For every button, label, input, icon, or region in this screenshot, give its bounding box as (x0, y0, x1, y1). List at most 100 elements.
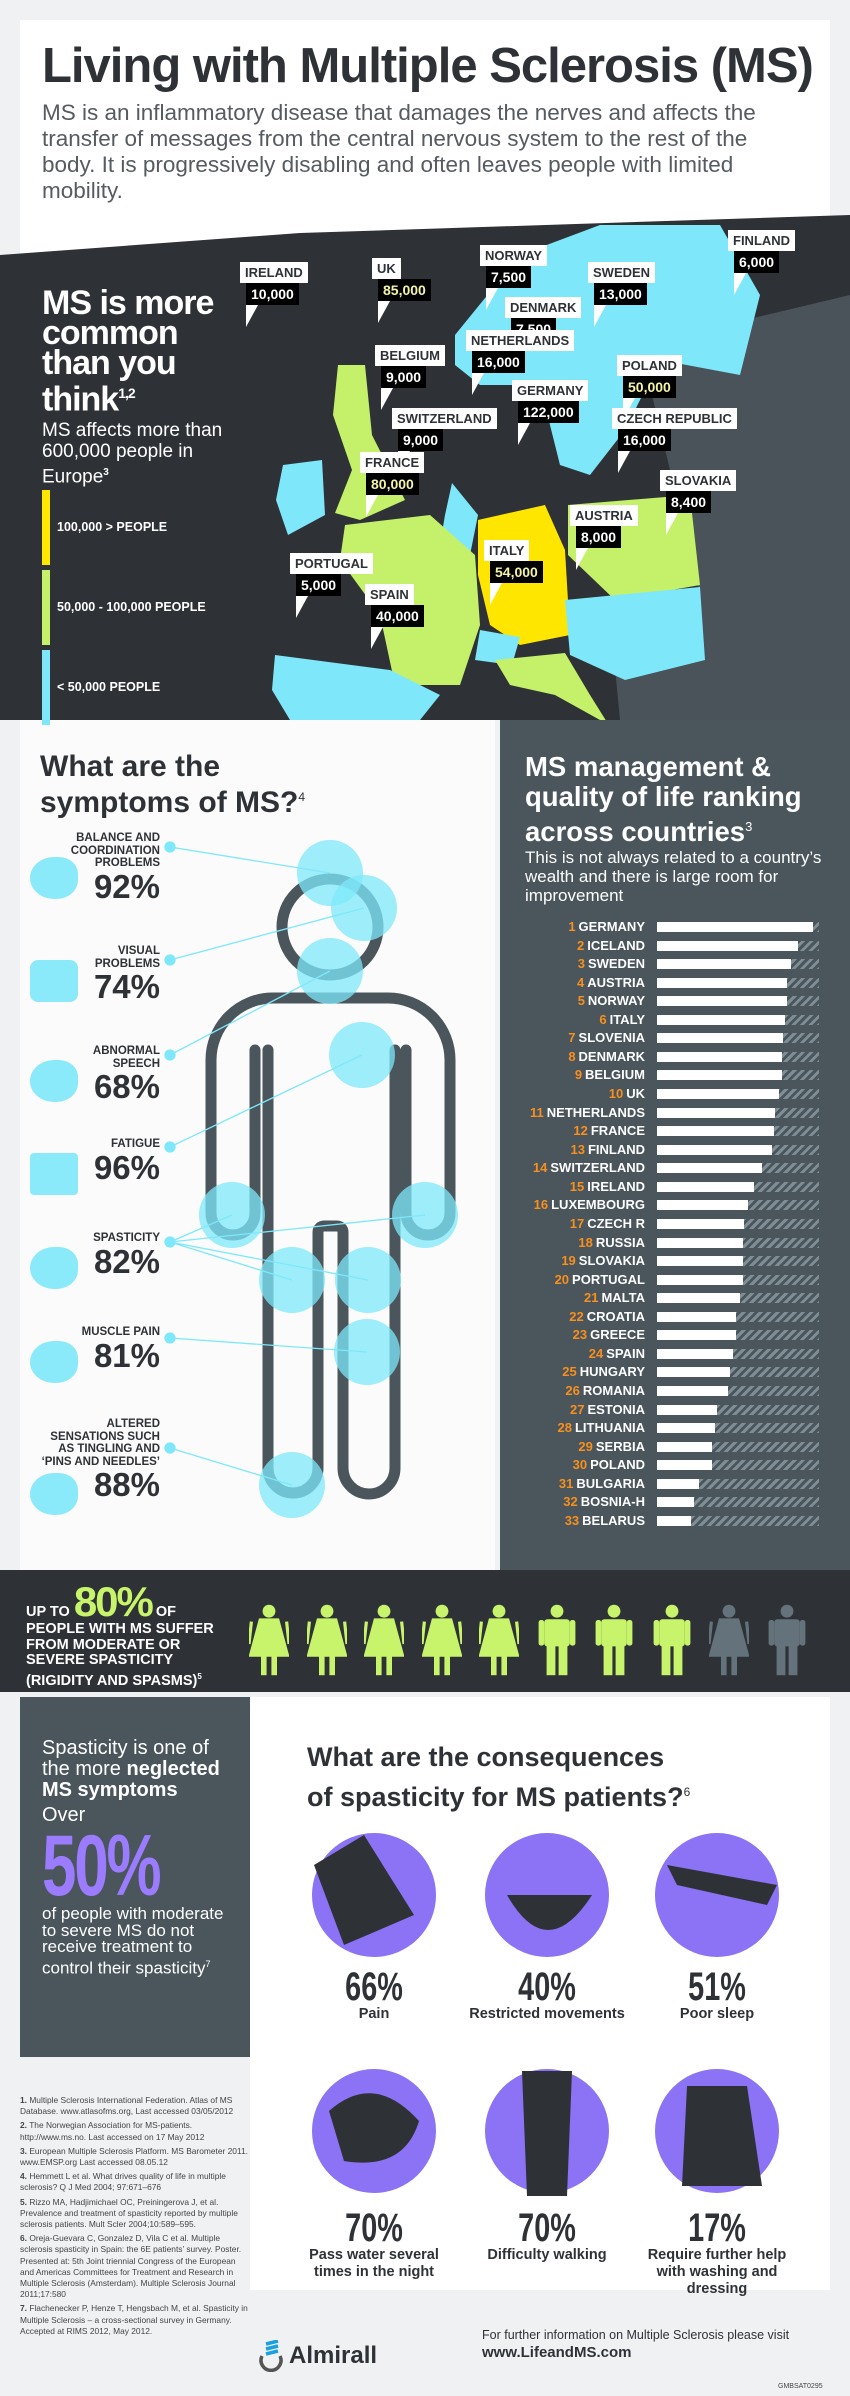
ranking-label: 21 MALTA (584, 1290, 645, 1305)
rank-country: AUSTRIA (587, 974, 645, 990)
ranking-row: 32 BOSNIA-H (500, 1493, 850, 1511)
ranking-bar-fill (657, 1089, 779, 1100)
rank-country: MALTA (601, 1290, 645, 1306)
references-list: 1. Multiple Sclerosis International Fede… (20, 2095, 250, 2340)
rank-country: ICELAND (587, 937, 645, 953)
map-country-label: POLAND 50,000 (617, 355, 682, 420)
ranking-bar-fill (657, 959, 792, 970)
symptom-label: ALTERED SENSATIONS SUCH AS TINGLING AND … (41, 1418, 160, 1468)
symptom-label: VISUAL PROBLEMS (94, 945, 160, 970)
rank-number: 10 (608, 1086, 624, 1102)
rank-number: 17 (569, 1215, 585, 1231)
rank-number: 2 (576, 937, 585, 953)
ranking-row: 17 CZECH R (500, 1215, 850, 1233)
ranking-subtitle: This is not always related to a country’… (525, 848, 822, 905)
consequence-percent: 40% (518, 1965, 576, 2009)
country-name: SWITZERLAND (392, 408, 497, 429)
rank-country: BULGARIA (576, 1475, 645, 1491)
ranking-label: 27 ESTONIA (570, 1402, 645, 1417)
country-ms-count: 16,000 (472, 351, 525, 373)
symptom-label: SPASTICITY (93, 1232, 160, 1244)
ranking-bar-fill (657, 1181, 755, 1192)
reference-number: 1. (20, 2095, 27, 2105)
ranking-bar-fill (657, 1423, 716, 1434)
symptom-item: SPASTICITY 82% (50, 1232, 160, 1279)
ranking-bar-track (657, 1163, 819, 1174)
label-pointer (381, 388, 393, 410)
ranking-bar-fill (657, 1311, 737, 1322)
ranking-bar-track (657, 1367, 819, 1378)
body-outline-figure (164, 840, 458, 1518)
rank-country: PORTUGAL (572, 1271, 645, 1287)
ranking-label: 3 SWEDEN (578, 956, 645, 971)
consequence-item: 70% Difficulty walking (462, 2208, 632, 2264)
ranking-label: 32 BOSNIA-H (563, 1494, 645, 1509)
ranking-row: 14 SWITZERLAND (500, 1159, 850, 1177)
page-title: Living with Multiple Sclerosis (MS) (42, 39, 814, 93)
ranking-label: 4 AUSTRIA (577, 975, 645, 990)
map-country-label: CZECH REPUBLIC 16,000 (612, 408, 737, 473)
symptom-item: FATIGUE 96% (50, 1138, 160, 1185)
ranking-bar-track (657, 1126, 819, 1137)
consequence-percent: 51% (688, 1965, 746, 2009)
speech-head-icon (30, 1060, 78, 1102)
rank-number: 25 (562, 1364, 577, 1380)
ranking-bar-track (657, 1014, 819, 1025)
label-pointer (490, 583, 502, 605)
ranking-row: 13 FINLAND (500, 1141, 850, 1159)
ranking-label: 22 CROATIA (569, 1309, 645, 1324)
label-pointer (472, 373, 484, 395)
symptom-dot (164, 1049, 176, 1061)
symptom-dot (164, 1332, 176, 1344)
symptom-dot (164, 1442, 176, 1454)
ranking-row: 27 ESTONIA (500, 1401, 850, 1419)
country-name: POLAND (617, 355, 682, 376)
ranking-label: 2 ICELAND (577, 938, 645, 953)
ranking-row: 15 IRELAND (500, 1178, 850, 1196)
country-ms-count: 54,000 (490, 561, 543, 583)
ranking-label: 8 DENMARK (568, 1049, 645, 1064)
country-ms-count: 8,400 (666, 491, 712, 513)
map-country-label: FINLAND 6,000 (728, 230, 796, 295)
ranking-bar-fill (657, 1330, 737, 1341)
country-name: FINLAND (728, 230, 796, 251)
symptom-dot (164, 954, 176, 966)
reference-number: 5. (20, 2196, 27, 2207)
rank-number: 31 (558, 1475, 574, 1491)
label-pointer (296, 596, 308, 618)
ranking-bar-track (657, 959, 819, 970)
ranking-bar-fill (657, 1497, 695, 1508)
symptom-location-marker (331, 875, 397, 941)
website-link[interactable]: www.LifeandMS.com (482, 2344, 632, 2361)
reference-number: 7. (20, 2303, 27, 2314)
intro-text: MS is an inflammatory disease that damag… (42, 100, 756, 203)
consequence-label: Require further help with washing and dr… (647, 2247, 787, 2297)
ranking-bar-fill (657, 1367, 730, 1378)
country-ms-count: 16,000 (618, 429, 671, 451)
map-subtext: MS affects more than 600,000 people in E… (42, 420, 223, 488)
ranking-bar-track (657, 1460, 819, 1471)
ranking-bar-fill (657, 1070, 782, 1081)
symptom-item: BALANCE AND COORDINATION PROBLEMS 92% (50, 832, 160, 904)
symptom-connector (169, 907, 365, 961)
ranking-label: 28 LITHUANIA (557, 1420, 645, 1435)
ranking-label: 16 LUXEMBOURG (534, 1197, 645, 1212)
rank-country: SPAIN (606, 1345, 645, 1361)
label-pointer (371, 627, 383, 649)
rank-number: 18 (578, 1234, 593, 1250)
country-name: SPAIN (365, 584, 414, 605)
rank-country: ROMANIA (582, 1383, 645, 1398)
ranking-label: 1 GERMANY (568, 919, 645, 934)
rank-country: IRELAND (587, 1178, 645, 1194)
rank-number: 5 (577, 993, 585, 1009)
ranking-bar-track (657, 1107, 819, 1118)
footer-info: For further information on Multiple Scle… (482, 2328, 790, 2361)
falling-person-icon (30, 857, 78, 899)
ranking-bar-fill (657, 1200, 748, 1211)
woman-figure-icon (364, 1604, 404, 1676)
reference-item: 7. Flachenecker P, Henze T, Hengsbach M,… (20, 2303, 250, 2337)
country-ms-count: 50,000 (623, 376, 676, 398)
ranking-bar-fill (657, 1256, 743, 1267)
legend-swatch (42, 650, 50, 725)
label-pointer (618, 451, 630, 473)
